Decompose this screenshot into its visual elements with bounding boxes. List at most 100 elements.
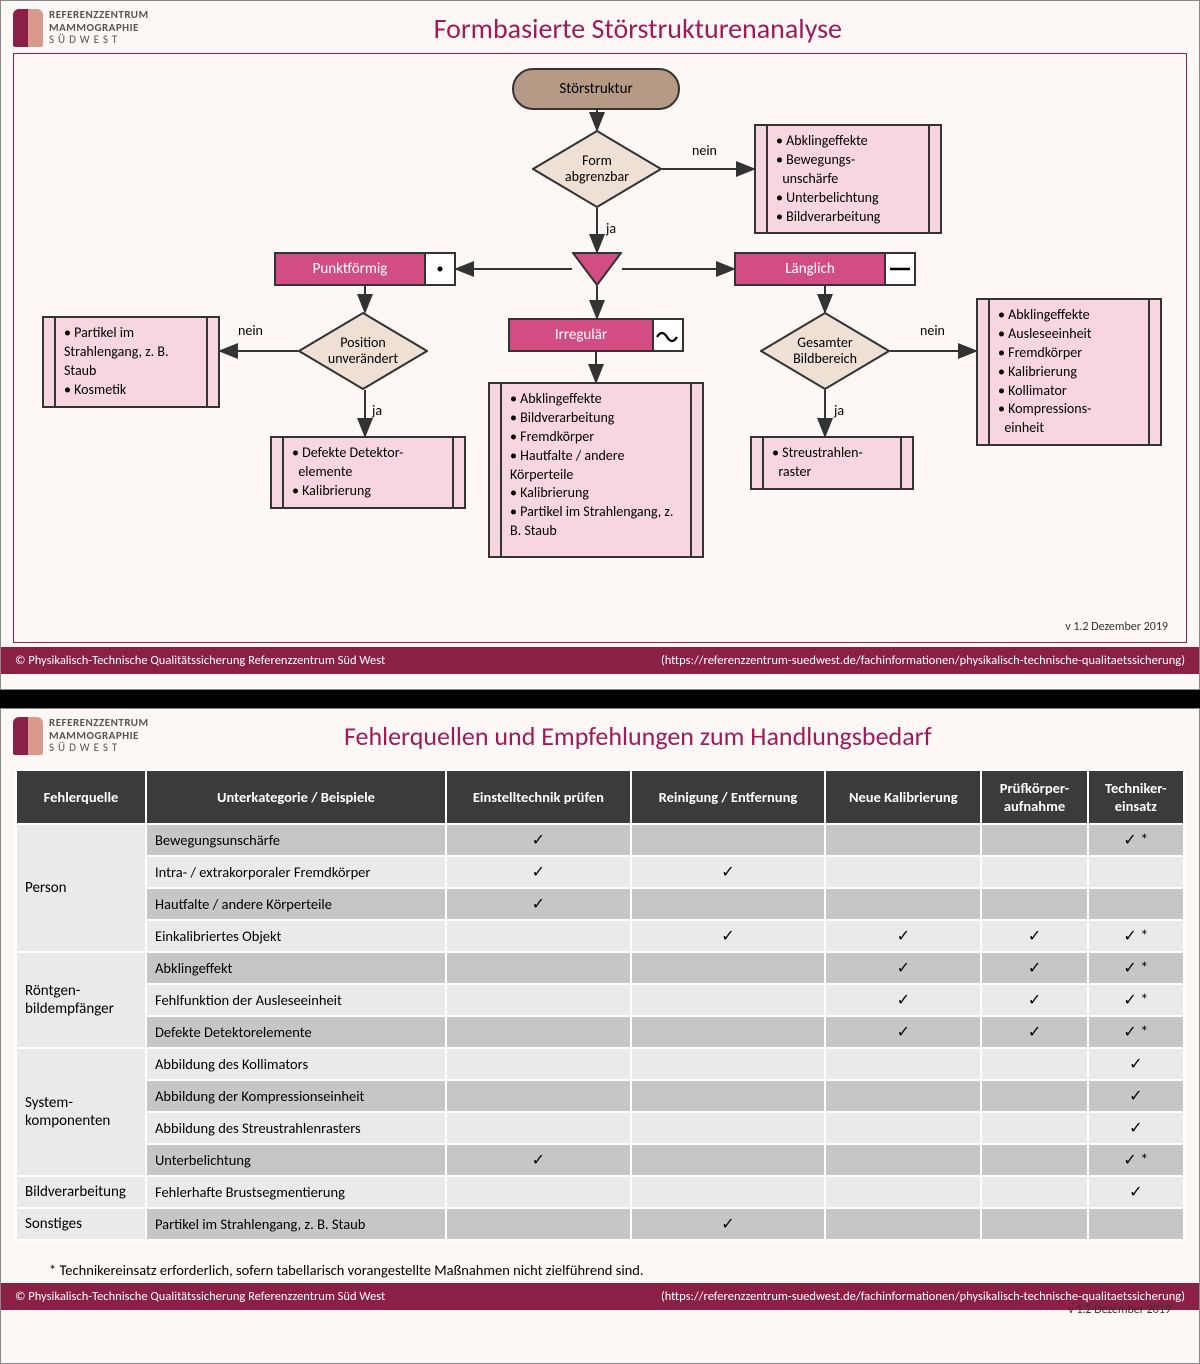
check-cell (446, 952, 631, 984)
check-cell (446, 1176, 631, 1208)
check-cell (825, 824, 981, 856)
subcategory-cell: Defekte Detektorelemente (146, 1016, 446, 1048)
node-p_lang: Länglich (734, 252, 916, 286)
list-item: Abklingeffekte (998, 306, 1140, 325)
list-item: Kosmetik (64, 381, 198, 400)
table-row: System-komponentenAbbildung des Kollimat… (16, 1048, 1184, 1080)
header: REFERENZZENTRUM MAMMOGRAPHIE SÜDWEST Feh… (1, 709, 1199, 759)
recommendations-table: FehlerquelleUnterkategorie / BeispieleEi… (15, 769, 1185, 1241)
check-cell: ✓ (1088, 1112, 1184, 1144)
logo-line3: SÜDWEST (49, 34, 149, 47)
logo: REFERENZZENTRUM MAMMOGRAPHIE SÜDWEST (13, 717, 149, 755)
subcategory-cell: Intra- / extrakorporaler Fremdkörper (146, 856, 446, 888)
subcategory-cell: Bewegungsunschärfe (146, 824, 446, 856)
column-header: Prüfkörper-aufnahme (981, 770, 1087, 824)
category-cell: Bildverarbeitung (16, 1176, 146, 1208)
check-cell (981, 1048, 1087, 1080)
subcategory-cell: Abbildung des Kollimators (146, 1048, 446, 1080)
check-cell (981, 888, 1087, 920)
check-cell (981, 1080, 1087, 1112)
check-cell: ✓ (631, 920, 825, 952)
flowchart-canvas: v 1.2 Dezember 2019 StörstrukturFormabgr… (13, 53, 1187, 643)
list-item: Bildverarbeitung (776, 208, 920, 227)
table-panel: REFERENZZENTRUM MAMMOGRAPHIE SÜDWEST Feh… (0, 708, 1200, 1364)
footer-copyright: © Physikalisch-Technische Qualitätssiche… (15, 1289, 385, 1304)
check-cell (981, 1144, 1087, 1176)
list-item: Partikel im Strahlengang, z. B. Staub (510, 503, 682, 541)
column-header: Einstelltechnik prüfen (446, 770, 631, 824)
table-row: Unterbelichtung✓✓ * (16, 1144, 1184, 1176)
logo: REFERENZZENTRUM MAMMOGRAPHIE SÜDWEST (13, 9, 149, 47)
node-d_bild: GesamterBildbereich (760, 312, 890, 390)
check-cell: ✓ (446, 1144, 631, 1176)
check-cell: ✓ * (1088, 920, 1184, 952)
check-cell: ✓ (1088, 1048, 1184, 1080)
check-cell: ✓ (825, 984, 981, 1016)
check-cell (825, 1144, 981, 1176)
logo-text: REFERENZZENTRUM MAMMOGRAPHIE SÜDWEST (49, 717, 149, 755)
version-label: v 1.2 Dezember 2019 (1068, 1303, 1171, 1317)
check-cell: ✓ (825, 920, 981, 952)
check-cell (631, 888, 825, 920)
column-header: Techniker-einsatz (1088, 770, 1184, 824)
check-cell (631, 1176, 825, 1208)
logo-line1: REFERENZZENTRUM (49, 9, 149, 22)
category-cell: Sonstiges (16, 1208, 146, 1240)
check-cell (1088, 888, 1184, 920)
footer: © Physikalisch-Technische Qualitätssiche… (1, 1283, 1199, 1310)
edge-label-form_ja: ja (606, 220, 616, 237)
subcategory-cell: Fehlfunktion der Ausleseeinheit (146, 984, 446, 1016)
footer: © Physikalisch-Technische Qualitätssiche… (1, 647, 1199, 674)
check-cell: ✓ (825, 952, 981, 984)
check-cell (446, 1208, 631, 1240)
check-cell (825, 1048, 981, 1080)
node-lb_pos_ja: Defekte Detektor- elementeKalibrierung (270, 436, 466, 509)
list-item: Unterbelichtung (776, 189, 920, 208)
check-cell: ✓ * (1088, 984, 1184, 1016)
table-footnote: * Technikereinsatz erforderlich, sofern … (1, 1247, 1199, 1283)
table-row: SonstigesPartikel im Strahlengang, z. B.… (16, 1208, 1184, 1240)
list-item: Ausleseeinheit (998, 325, 1140, 344)
check-cell (981, 856, 1087, 888)
table-title: Fehlerquellen und Empfehlungen zum Handl… (149, 720, 1187, 752)
check-cell (981, 1112, 1087, 1144)
column-header: Neue Kalibrierung (825, 770, 981, 824)
logo-mark-icon (13, 9, 43, 47)
check-cell: ✓ (1088, 1080, 1184, 1112)
table-row: Fehlfunktion der Ausleseeinheit✓✓✓ * (16, 984, 1184, 1016)
check-cell: ✓ (446, 824, 631, 856)
check-cell: ✓ (631, 856, 825, 888)
list-item: Kalibrierung (998, 363, 1140, 382)
wave-icon (652, 320, 682, 350)
node-lb_nein1: AbklingeffekteBewegungs- unschärfeUnterb… (754, 124, 942, 234)
check-cell: ✓ (981, 920, 1087, 952)
check-cell (631, 1080, 825, 1112)
table-container: FehlerquelleUnterkategorie / BeispieleEi… (15, 769, 1185, 1241)
list-item: Abklingeffekte (510, 390, 682, 409)
check-cell (446, 1048, 631, 1080)
check-cell (981, 824, 1087, 856)
list-item: Bildverarbeitung (510, 409, 682, 428)
check-cell: ✓ (446, 888, 631, 920)
subcategory-cell: Unterbelichtung (146, 1144, 446, 1176)
check-cell (631, 1016, 825, 1048)
node-lb_irr: AbklingeffekteBildverarbeitungFremdkörpe… (488, 382, 704, 558)
check-cell (825, 1208, 981, 1240)
check-cell (446, 1112, 631, 1144)
node-lb_bild_ja: Streustrahlen- raster (750, 436, 914, 490)
list-item: Fremdkörper (998, 344, 1140, 363)
category-cell: System-komponenten (16, 1048, 146, 1176)
check-cell (446, 1016, 631, 1048)
list-item: Kalibrierung (510, 484, 682, 503)
subcategory-cell: Abbildung der Kompressionseinheit (146, 1080, 446, 1112)
subcategory-cell: Partikel im Strahlengang, z. B. Staub (146, 1208, 446, 1240)
list-item: Streustrahlen- raster (772, 444, 892, 482)
check-cell (825, 888, 981, 920)
flowchart-title: Formbasierte Störstrukturenanalyse (149, 11, 1187, 46)
node-lb_bild_nein: AbklingeffekteAusleseeinheitFremdkörperK… (976, 298, 1162, 446)
list-item: Abklingeffekte (776, 132, 920, 151)
node-tri (572, 252, 622, 286)
table-row: Röntgen-bildempfängerAbklingeffekt✓✓✓ * (16, 952, 1184, 984)
logo-mark-icon (13, 717, 43, 755)
subcategory-cell: Abklingeffekt (146, 952, 446, 984)
